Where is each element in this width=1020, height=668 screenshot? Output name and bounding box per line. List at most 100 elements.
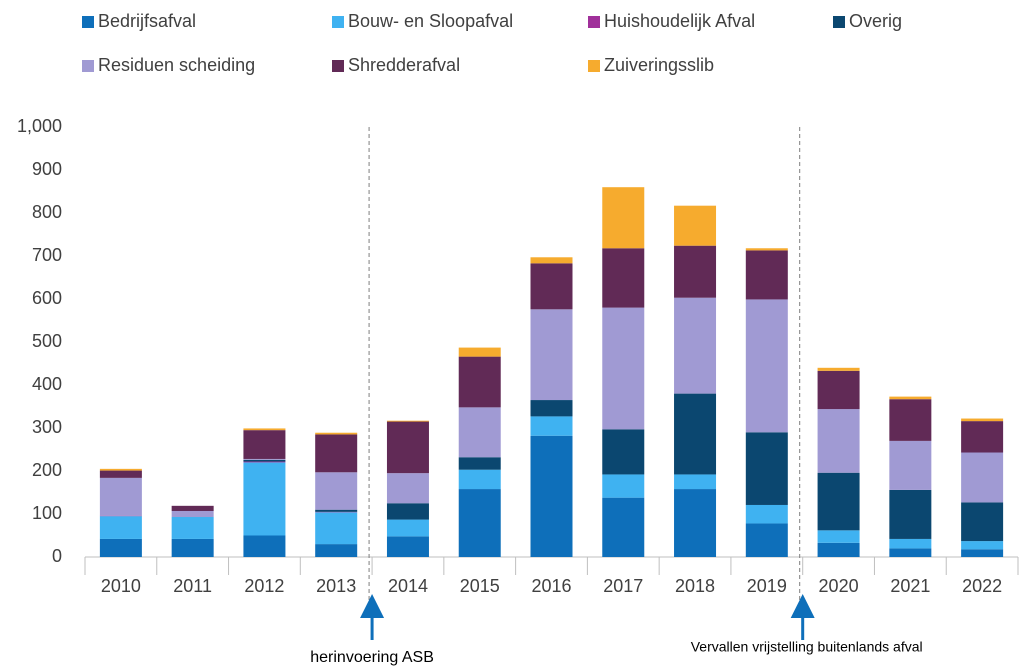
y-tick-label: 800 — [32, 202, 62, 222]
bar-segment — [674, 393, 717, 475]
legend-swatch — [332, 60, 344, 72]
y-tick-label: 600 — [32, 288, 62, 308]
bar-segment — [817, 367, 860, 371]
bar-segment — [674, 489, 717, 557]
y-tick-label: 900 — [32, 159, 62, 179]
legend-label: Zuiveringsslib — [604, 55, 714, 75]
bar-segment — [243, 462, 286, 536]
annotation-label: herinvoering ASB — [310, 649, 434, 666]
legend-swatch — [833, 16, 845, 28]
bar-segment — [99, 516, 142, 539]
bar-segment — [99, 538, 142, 557]
bar-segment — [674, 474, 717, 490]
y-tick-label: 500 — [32, 331, 62, 351]
bar-segment — [602, 187, 645, 249]
bar-segment — [745, 248, 788, 251]
bar-segment — [889, 399, 932, 441]
y-tick-label: 300 — [32, 417, 62, 437]
bar-segment — [745, 504, 788, 524]
bar-segment — [315, 432, 358, 435]
bar-segment — [458, 457, 501, 470]
bar-segment — [530, 257, 573, 264]
x-tick-label: 2011 — [173, 576, 212, 596]
bar-segment — [602, 429, 645, 475]
bar-segment — [458, 407, 501, 458]
bar-segment — [530, 400, 573, 417]
bar-segment — [602, 474, 645, 498]
bar-segment — [961, 452, 1004, 503]
x-tick-label: 2019 — [747, 576, 787, 596]
bar-segment — [530, 435, 573, 557]
bar-segment — [817, 542, 860, 557]
bar-segment — [817, 370, 860, 410]
legend-swatch — [332, 16, 344, 28]
bar-segment — [674, 297, 717, 394]
bar-segment — [961, 549, 1004, 557]
legend-swatch — [82, 60, 94, 72]
bar-segment — [243, 535, 286, 557]
bar-segment — [817, 409, 860, 473]
bar-segment — [961, 421, 1004, 453]
bar-segment — [530, 416, 573, 436]
bar-segment — [817, 472, 860, 531]
bar-segment — [171, 505, 214, 511]
y-tick-label: 400 — [32, 374, 62, 394]
x-tick-label: 2013 — [316, 576, 356, 596]
legend-label: Overig — [849, 11, 902, 31]
bar-segment — [243, 459, 286, 462]
bar-segment — [458, 469, 501, 490]
bar-segment — [674, 205, 717, 246]
x-tick-label: 2022 — [962, 576, 1002, 596]
y-tick-label: 700 — [32, 245, 62, 265]
bar-segment — [171, 510, 214, 518]
bar-segment — [745, 299, 788, 433]
legend-label: Bedrijfsafval — [98, 11, 196, 31]
legend-swatch — [588, 60, 600, 72]
x-tick-label: 2015 — [460, 576, 500, 596]
bar-segment — [386, 421, 429, 474]
bar-segment — [386, 536, 429, 557]
bar-segment — [530, 263, 573, 310]
bar-segment — [889, 489, 932, 539]
x-tick-label: 2020 — [819, 576, 859, 596]
bar-segment — [243, 430, 286, 459]
bar-segment — [745, 523, 788, 557]
bar-segment — [243, 428, 286, 431]
bar-segment — [315, 472, 358, 510]
bar-segment — [745, 250, 788, 300]
bar-segment — [889, 440, 932, 490]
bar-segment — [458, 356, 501, 408]
x-tick-label: 2021 — [890, 576, 930, 596]
bar-segment — [386, 519, 429, 537]
y-tick-label: 0 — [52, 546, 62, 566]
bar-segment — [386, 420, 429, 422]
legend-label: Residuen scheiding — [98, 55, 255, 75]
bar-segment — [171, 517, 214, 539]
bar-segment — [674, 245, 717, 298]
bar-segment — [961, 502, 1004, 542]
legend-swatch — [82, 16, 94, 28]
x-tick-label: 2010 — [101, 576, 141, 596]
bar-segment — [889, 548, 932, 557]
bar-segment — [243, 458, 286, 460]
bar-segment — [458, 347, 501, 357]
legend-label: Huishoudelijk Afval — [604, 11, 755, 31]
y-tick-label: 1,000 — [17, 116, 62, 136]
bar-segment — [602, 307, 645, 430]
x-tick-label: 2016 — [531, 576, 571, 596]
bar-segment — [386, 473, 429, 504]
legend-label: Bouw- en Sloopafval — [348, 11, 513, 31]
y-tick-label: 100 — [32, 503, 62, 523]
y-tick-label: 200 — [32, 460, 62, 480]
bar-segment — [315, 544, 358, 557]
bar-segment — [889, 396, 932, 400]
bar-segment — [817, 530, 860, 543]
bar-segment — [315, 434, 358, 473]
bar-segment — [315, 512, 358, 545]
bar-segment — [602, 497, 645, 557]
x-tick-label: 2012 — [244, 576, 284, 596]
legend-label: Shredderafval — [348, 55, 460, 75]
x-tick-label: 2017 — [603, 576, 643, 596]
bar-segment — [602, 248, 645, 308]
